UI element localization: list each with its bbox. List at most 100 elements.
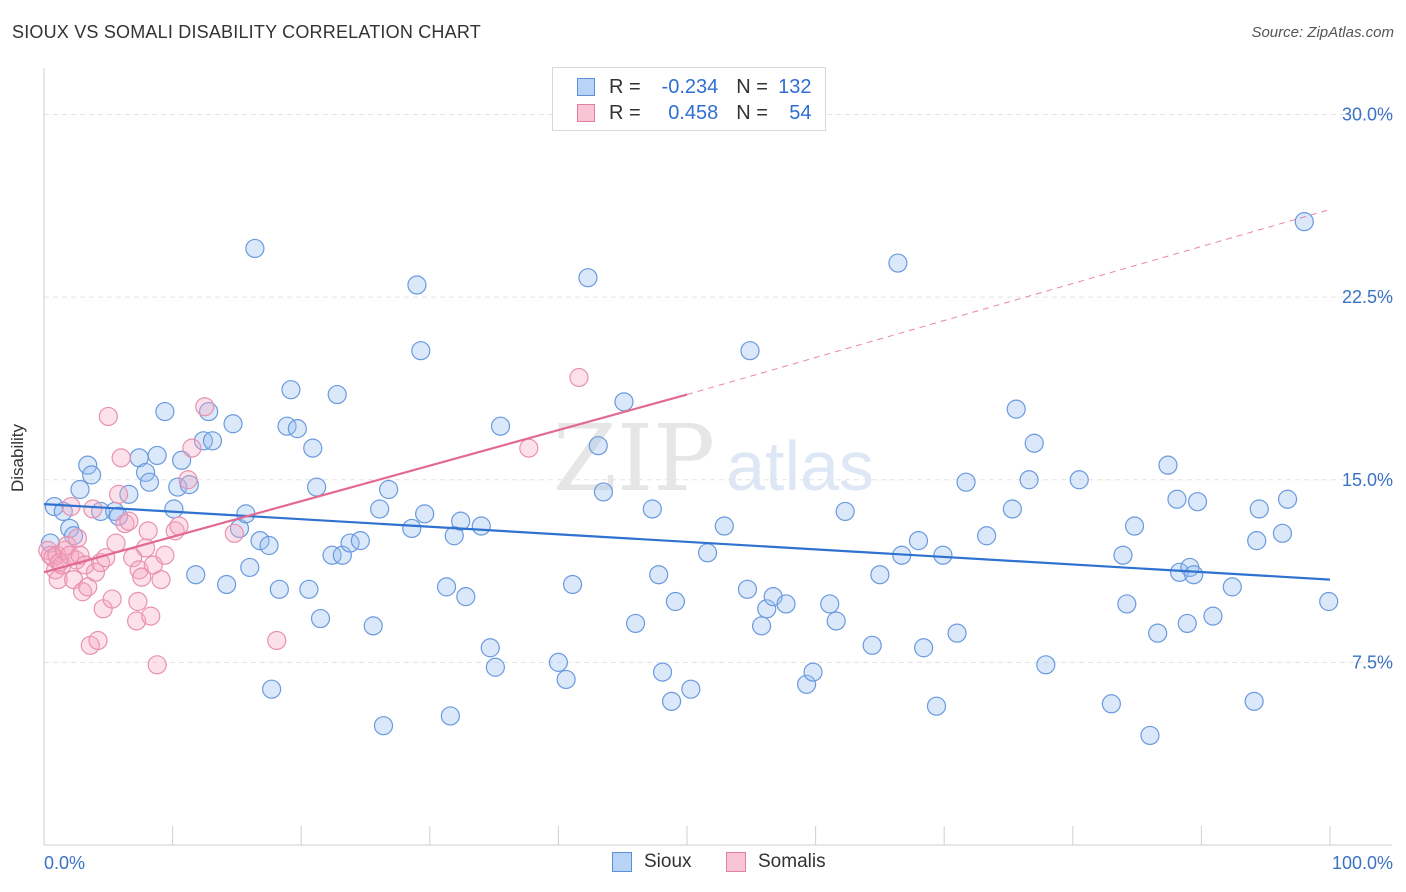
sioux-point xyxy=(926,696,947,716)
y-tick-label: 7.5% xyxy=(1352,652,1393,672)
sioux-point xyxy=(803,662,823,682)
somali-points xyxy=(38,367,589,675)
sioux-point xyxy=(1006,399,1026,419)
sioux-point xyxy=(1140,725,1160,746)
sioux-point xyxy=(223,414,243,434)
legend-n-label: N = xyxy=(736,75,768,98)
somali-point xyxy=(151,569,171,590)
sioux-point xyxy=(1117,594,1137,614)
legend-r-label: R = xyxy=(609,75,641,98)
somali-point xyxy=(155,545,175,565)
sioux-point xyxy=(1249,499,1269,519)
bottom-legend-sioux: Sioux xyxy=(612,851,692,873)
somali-point xyxy=(129,560,149,580)
sioux-point xyxy=(1024,433,1044,453)
watermark-zip: ZIP xyxy=(553,405,715,512)
bottom-legend-swatch-sioux xyxy=(612,852,632,872)
sioux-point xyxy=(202,431,223,451)
somali-point xyxy=(132,567,152,587)
y-tick-label: 15.0% xyxy=(1342,470,1393,490)
y-tick-label: 22.5% xyxy=(1342,287,1393,307)
legend-n-label: N = xyxy=(736,101,768,124)
sioux-point xyxy=(826,611,846,631)
sioux-point xyxy=(751,616,772,636)
sioux-point xyxy=(776,594,796,614)
sioux-point xyxy=(870,565,890,585)
sioux-point xyxy=(578,268,598,288)
sioux-point xyxy=(436,577,457,597)
somali-point xyxy=(108,484,129,504)
sioux-point xyxy=(287,419,307,439)
sioux-point xyxy=(714,516,734,536)
legend-n-value: 54 xyxy=(789,101,812,124)
somali-point xyxy=(147,655,167,675)
somali-point xyxy=(128,591,148,612)
sioux-point xyxy=(697,543,718,563)
sioux-point xyxy=(70,479,90,500)
sioux-point xyxy=(1113,545,1133,565)
sioux-point xyxy=(1101,694,1121,714)
sioux-point xyxy=(977,526,997,546)
sioux-point xyxy=(471,516,491,536)
y-axis-label: Disability xyxy=(8,423,27,493)
sioux-point xyxy=(147,445,167,466)
sioux-point xyxy=(681,679,701,699)
sioux-point xyxy=(245,238,265,259)
somali-point xyxy=(67,528,88,548)
somali-point xyxy=(111,448,131,468)
somali-point xyxy=(48,569,68,590)
sioux-point xyxy=(415,504,435,524)
sioux-point xyxy=(614,392,634,412)
sioux-point xyxy=(485,657,505,677)
sioux-point xyxy=(562,574,583,595)
sioux-point xyxy=(332,545,352,565)
bottom-legend-somalis: Somalis xyxy=(726,851,826,873)
somali-point xyxy=(106,533,126,553)
legend-swatch-sioux xyxy=(577,78,595,96)
sioux-point xyxy=(217,574,237,595)
somali-point xyxy=(195,397,215,417)
somali-point xyxy=(88,630,108,651)
sioux-point xyxy=(451,511,471,531)
y-tick-label: 30.0% xyxy=(1342,105,1393,125)
sioux-point xyxy=(1069,470,1089,490)
legend-n-value: 132 xyxy=(778,75,812,98)
somali-point xyxy=(178,470,198,490)
sioux-point xyxy=(269,579,289,599)
sioux-point xyxy=(956,472,976,492)
legend-swatch-somalis xyxy=(577,104,595,122)
sioux-point xyxy=(250,531,270,551)
somali-point xyxy=(138,521,158,541)
bottom-legend-label-somalis: Somalis xyxy=(758,851,826,872)
sioux-point xyxy=(661,691,682,711)
sioux-point xyxy=(299,579,319,599)
sioux-point xyxy=(1277,489,1298,509)
legend-r-value: 0.458 xyxy=(668,101,719,124)
sioux-point xyxy=(78,455,98,475)
sioux-point xyxy=(820,594,840,614)
correlation-legend: R = -0.234 N = 132 R = 0.458 N = 54 xyxy=(552,67,826,131)
somali-point xyxy=(267,630,287,651)
sioux-point xyxy=(1019,470,1039,490)
sioux-point xyxy=(370,499,390,519)
sioux-point xyxy=(625,613,646,634)
sioux-point xyxy=(588,436,608,456)
sioux-point xyxy=(172,450,192,470)
somali-point xyxy=(70,545,90,565)
sioux-point xyxy=(947,623,967,643)
sioux-point xyxy=(1124,516,1145,536)
sioux-point xyxy=(262,679,282,699)
sioux-point xyxy=(796,674,817,694)
sioux-point xyxy=(119,484,139,504)
sioux-point xyxy=(1187,492,1208,512)
sioux-point xyxy=(1036,655,1056,675)
sioux-point xyxy=(322,545,342,565)
bottom-legend-label-sioux: Sioux xyxy=(644,851,692,872)
sioux-point xyxy=(1203,606,1223,626)
sioux-point xyxy=(737,579,758,599)
sioux-point xyxy=(350,531,370,551)
source-credit: Source: ZipAtlas.com xyxy=(1251,24,1394,41)
sioux-point xyxy=(407,275,427,295)
sioux-point xyxy=(379,479,399,500)
